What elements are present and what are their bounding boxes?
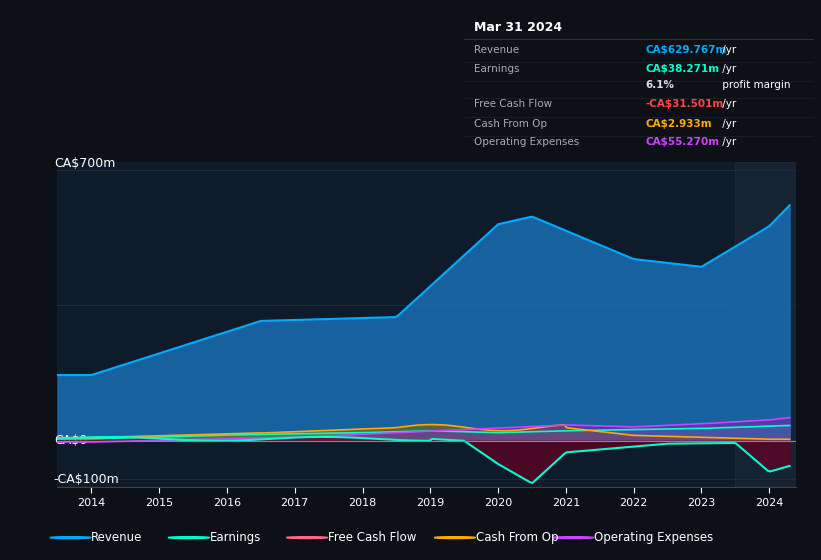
Text: profit margin: profit margin	[718, 80, 790, 90]
Text: /yr: /yr	[718, 64, 736, 74]
Text: -CA$100m: -CA$100m	[54, 473, 120, 486]
Text: CA$700m: CA$700m	[54, 157, 115, 170]
Text: Earnings: Earnings	[209, 531, 261, 544]
Text: CA$0: CA$0	[54, 435, 87, 447]
Text: Earnings: Earnings	[475, 64, 520, 74]
Circle shape	[50, 536, 91, 539]
Text: /yr: /yr	[718, 45, 736, 55]
Bar	[736, 162, 796, 487]
Text: CA$38.271m: CA$38.271m	[645, 64, 719, 74]
Circle shape	[553, 536, 594, 539]
Text: 6.1%: 6.1%	[645, 80, 674, 90]
Text: /yr: /yr	[718, 100, 736, 110]
Text: /yr: /yr	[718, 137, 736, 147]
Text: Cash From Op: Cash From Op	[475, 531, 558, 544]
Text: CA$55.270m: CA$55.270m	[645, 137, 719, 147]
Text: -CA$31.501m: -CA$31.501m	[645, 100, 723, 110]
Text: CA$2.933m: CA$2.933m	[645, 119, 712, 129]
Text: Revenue: Revenue	[91, 531, 143, 544]
Text: Operating Expenses: Operating Expenses	[594, 531, 713, 544]
Circle shape	[287, 536, 328, 539]
Text: Revenue: Revenue	[475, 45, 520, 55]
Text: Free Cash Flow: Free Cash Flow	[475, 100, 553, 110]
Text: /yr: /yr	[718, 119, 736, 129]
Text: Operating Expenses: Operating Expenses	[475, 137, 580, 147]
Text: Mar 31 2024: Mar 31 2024	[475, 21, 562, 34]
Text: Cash From Op: Cash From Op	[475, 119, 548, 129]
Text: CA$629.767m: CA$629.767m	[645, 45, 727, 55]
Circle shape	[168, 536, 209, 539]
Circle shape	[434, 536, 475, 539]
Text: Free Cash Flow: Free Cash Flow	[328, 531, 416, 544]
